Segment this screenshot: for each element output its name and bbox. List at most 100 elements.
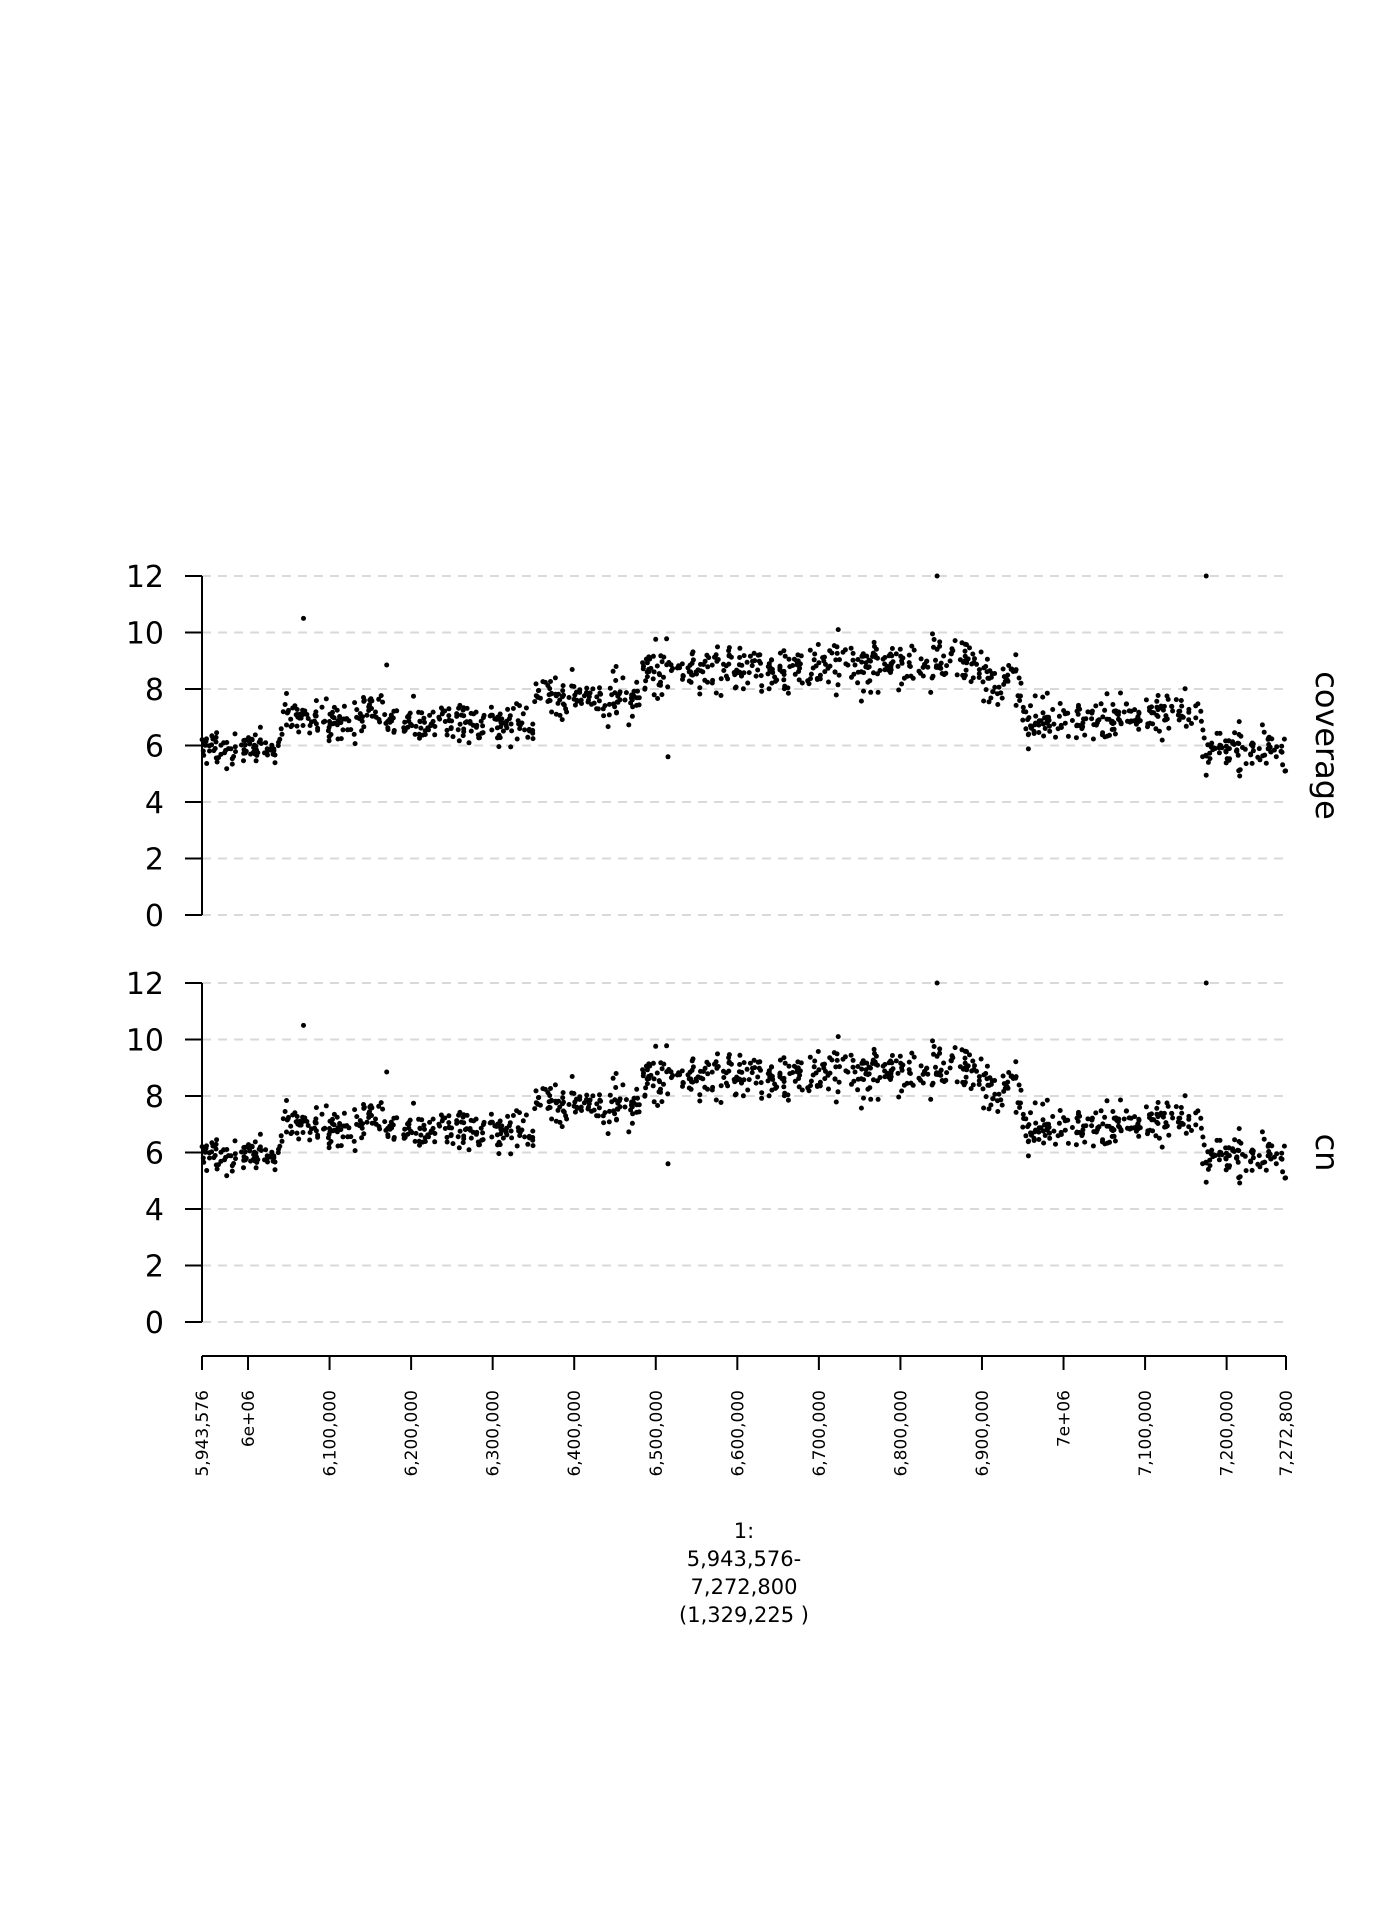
data-point: [500, 728, 506, 734]
data-point: [1173, 697, 1179, 703]
data-point: [368, 696, 374, 702]
data-point: [751, 650, 757, 656]
data-point: [477, 735, 482, 741]
data-point: [1051, 1128, 1057, 1134]
data-point: [377, 719, 383, 725]
data-point: [1147, 1127, 1153, 1133]
data-point: [614, 699, 620, 705]
data-point: [586, 1101, 592, 1107]
data-point: [1075, 1111, 1081, 1117]
data-point: [944, 663, 950, 669]
data-point: [852, 1069, 858, 1075]
data-point: [1266, 1149, 1272, 1154]
data-point: [1198, 1125, 1204, 1131]
data-point: [799, 1087, 805, 1093]
data-point: [833, 692, 839, 698]
data-point: [1032, 1100, 1038, 1106]
data-point: [313, 1105, 319, 1111]
data-point: [315, 1132, 321, 1138]
data-point: [307, 1130, 313, 1135]
data-point: [1149, 1117, 1155, 1122]
data-point: [473, 709, 479, 715]
data-point: [999, 1102, 1005, 1108]
data-point: [1235, 740, 1241, 746]
data-point: [849, 674, 854, 680]
data-point: [781, 668, 787, 674]
data-point: [560, 1095, 566, 1101]
data-point: [406, 1125, 412, 1131]
data-point: [634, 1102, 640, 1108]
data-point: [1081, 1123, 1086, 1129]
data-point: [378, 693, 384, 699]
data-point: [888, 1077, 893, 1082]
data-point: [766, 686, 772, 692]
data-point: [930, 1080, 936, 1086]
data-points: [199, 573, 1289, 779]
data-point: [1182, 1093, 1188, 1099]
data-point: [504, 1125, 510, 1131]
data-point: [939, 671, 945, 676]
data-point: [1203, 753, 1209, 759]
data-point: [204, 761, 210, 766]
data-point: [817, 1079, 823, 1085]
data-point: [796, 677, 802, 683]
data-point: [428, 1128, 434, 1134]
data-point: [468, 1135, 474, 1141]
data-point: [507, 1120, 513, 1126]
data-point: [781, 1075, 787, 1081]
data-point: [976, 1082, 982, 1087]
data-point: [461, 726, 467, 732]
data-point: [427, 712, 433, 718]
data-point: [634, 702, 640, 708]
data-point: [875, 1096, 881, 1102]
data-point: [437, 1123, 443, 1129]
data-point: [385, 1134, 391, 1140]
data-point: [380, 699, 386, 705]
data-point: [345, 727, 351, 733]
data-point: [658, 1086, 663, 1092]
data-point: [705, 1086, 710, 1092]
data-point: [523, 1112, 529, 1118]
x-tick-label: 6,400,000: [565, 1390, 585, 1477]
data-point: [232, 1138, 238, 1144]
data-point: [387, 1126, 393, 1132]
data-point: [323, 1103, 329, 1109]
data-point: [1082, 732, 1088, 738]
data-point: [659, 1066, 665, 1072]
data-point: [294, 707, 300, 712]
data-point: [884, 663, 890, 669]
data-point: [1075, 1118, 1081, 1124]
data-point: [811, 1064, 817, 1070]
data-point: [1201, 1142, 1207, 1148]
data-point: [930, 631, 935, 637]
data-point: [450, 1141, 456, 1147]
data-point: [777, 1074, 783, 1080]
data-point: [285, 709, 291, 715]
data-point: [572, 1109, 578, 1115]
data-point: [931, 637, 937, 642]
data-point: [626, 722, 632, 728]
data-point: [1240, 1152, 1245, 1157]
data-point: [457, 721, 463, 727]
data-point: [376, 696, 382, 702]
data-point: [302, 1115, 308, 1121]
data-point: [785, 1097, 791, 1103]
data-point: [705, 679, 710, 685]
data-point: [352, 700, 358, 706]
data-point: [229, 1168, 235, 1174]
data-point: [211, 1155, 217, 1161]
data-point: [288, 716, 294, 722]
data-point: [231, 1161, 237, 1166]
data-point: [756, 1065, 762, 1071]
data-point: [284, 691, 289, 696]
data-point: [666, 660, 672, 665]
data-point: [277, 1143, 283, 1149]
data-point: [1173, 1104, 1179, 1110]
data-point: [812, 651, 818, 657]
data-point: [617, 689, 623, 695]
data-point: [837, 657, 842, 663]
data-point: [606, 1119, 612, 1125]
data-point: [301, 1022, 306, 1028]
data-point: [976, 1078, 982, 1084]
data-point: [643, 678, 649, 684]
